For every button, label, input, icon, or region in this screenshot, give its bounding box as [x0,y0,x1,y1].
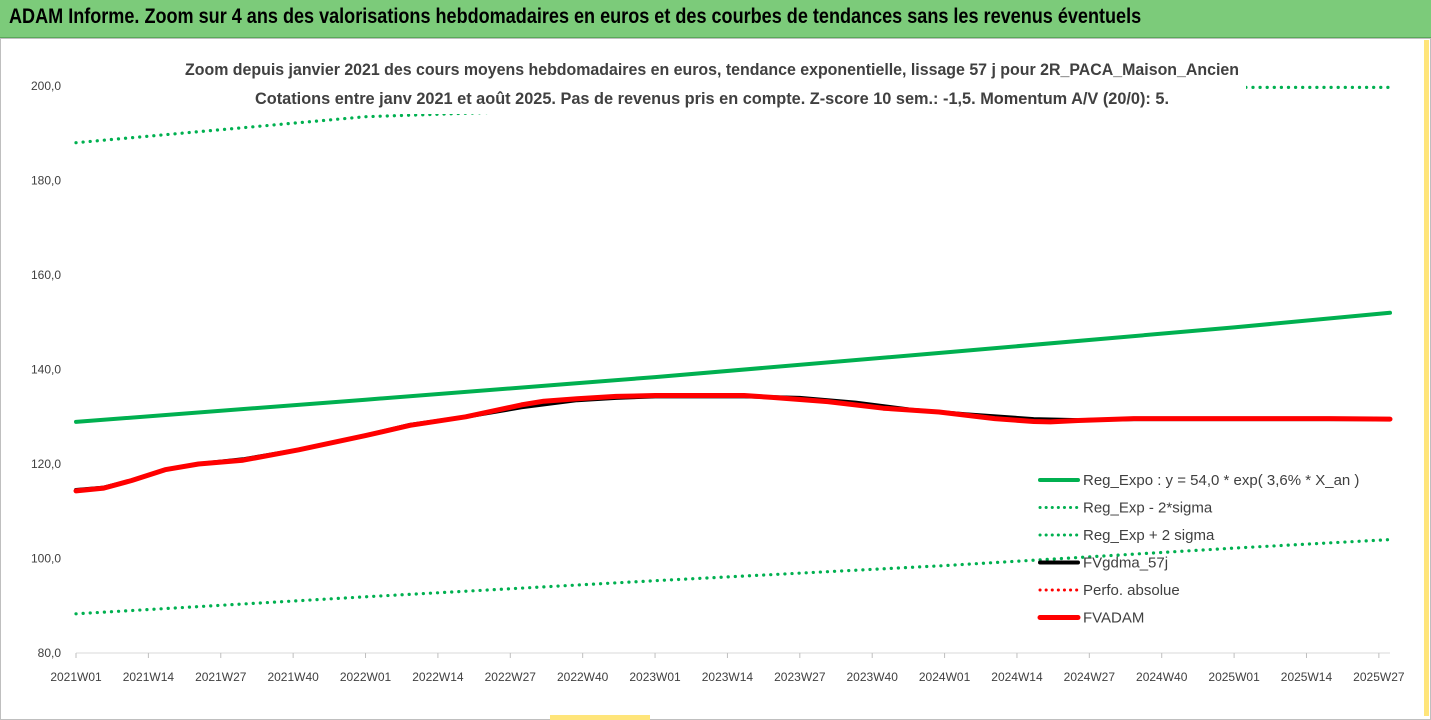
series-line-1 [74,538,1392,616]
x-tick-label: 2022W14 [412,670,464,684]
x-tick-label: 2024W27 [1064,670,1116,684]
legend-label-4: Perfo. absolue [1083,582,1180,599]
y-tick-label: 140,0 [31,363,61,377]
title-background [330,50,1246,114]
axis-layer: 80,0 100,0 120,0 140,0 160,0 180,0 200,0 2021W0… [31,79,1405,684]
series-line-5 [73,393,1393,494]
y-tick-label: 120,0 [31,457,61,471]
legend: Reg_Expo : y = 54,0 * exp( 3,6% * X_an )… [1037,472,1359,627]
x-tick-label: 2021W14 [123,670,175,684]
x-tick-label: 2022W27 [485,670,537,684]
y-tick-label: 100,0 [31,552,61,566]
y-tick-label: 80,0 [38,646,62,660]
x-tick-label: 2024W40 [1136,670,1188,684]
chart-title: Zoom depuis janvier 2021 des cours moyen… [185,60,1239,79]
title-layer: Zoom depuis janvier 2021 des cours moyen… [185,50,1246,114]
y-tick-label: 200,0 [31,79,61,93]
series-line-0 [74,310,1392,424]
legend-label-3: FVgdma_57j [1083,555,1168,572]
x-tick-label: 2022W40 [557,670,609,684]
x-tick-label: 2024W01 [919,670,971,684]
x-tick-label: 2025W01 [1208,670,1260,684]
legend-label-0: Reg_Expo : y = 54,0 * exp( 3,6% * X_an ) [1083,472,1359,489]
x-tick-label: 2021W27 [195,670,247,684]
x-tick-label: 2023W14 [702,670,754,684]
x-tick-label: 2025W27 [1353,670,1405,684]
x-tick-label: 2021W01 [50,670,102,684]
x-tick-label: 2023W01 [629,670,681,684]
x-tick-label: 2023W27 [774,670,826,684]
x-tick-label: 2024W14 [991,670,1043,684]
y-tick-label: 180,0 [31,174,61,188]
x-tick-label: 2025W14 [1281,670,1333,684]
legend-label-1: Reg_Exp - 2*sigma [1083,500,1213,517]
x-tick-label: 2022W01 [340,670,392,684]
accent-bar-bottom [550,715,650,720]
legend-label-5: FVADAM [1083,610,1144,627]
report-banner: ADAM Informe. Zoom sur 4 ans des valoris… [0,0,1431,38]
x-tick-label: 2021W40 [267,670,319,684]
x-tick-label: 2023W40 [847,670,899,684]
accent-bar-right [1424,40,1429,716]
chart-subtitle: Cotations entre janv 2021 et août 2025. … [255,89,1169,108]
legend-label-2: Reg_Exp + 2 sigma [1083,527,1215,544]
y-tick-label: 160,0 [31,268,61,282]
banner-title: ADAM Informe. Zoom sur 4 ans des valoris… [9,5,1142,28]
